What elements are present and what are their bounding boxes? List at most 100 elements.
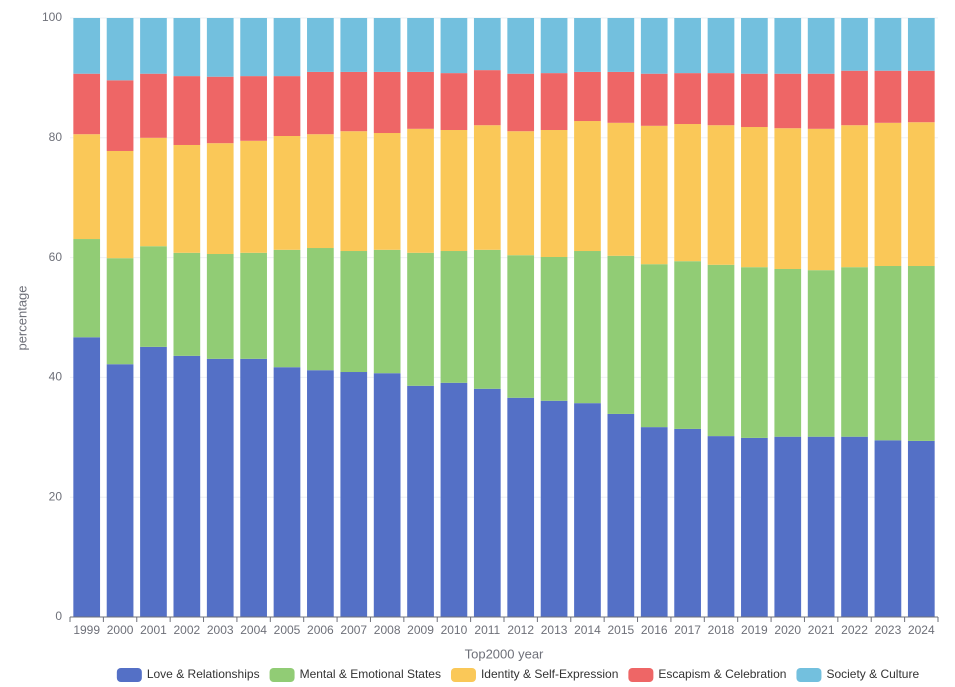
bar-segment [106, 80, 134, 151]
bar-segment [73, 337, 101, 617]
bar-segment [574, 18, 601, 72]
bar-segment [140, 346, 167, 617]
bar-segment [741, 437, 768, 617]
y-tick-label: 40 [49, 370, 63, 384]
bar-segment [307, 71, 334, 135]
bar-segment [640, 264, 668, 428]
bar-segment [607, 122, 635, 256]
bar-segment [340, 71, 368, 132]
bar-segment [407, 128, 434, 253]
legend-label: Society & Culture [826, 667, 919, 681]
bar-segment [774, 18, 802, 74]
bar-segment [807, 73, 835, 129]
bar-segment [741, 267, 768, 438]
y-tick-label: 100 [42, 10, 62, 24]
bar-segment [907, 18, 935, 71]
legend-label: Mental & Emotional States [300, 667, 441, 681]
x-tick-label: 2020 [774, 623, 801, 637]
x-tick-label: 2006 [307, 623, 334, 637]
bar-segment [507, 255, 535, 398]
bar-segment [674, 73, 701, 125]
bar-segment [106, 150, 134, 259]
bar-segment [273, 249, 301, 368]
x-tick-label: 2002 [173, 623, 200, 637]
bar-segment [707, 125, 735, 265]
x-tick-label: 2021 [808, 623, 835, 637]
bar-segment [440, 18, 468, 74]
bar-segment [841, 267, 868, 437]
bar-segment [73, 18, 101, 74]
bar-segment [507, 73, 535, 132]
bar-segment [240, 18, 267, 77]
bar-segment [707, 18, 735, 74]
bar-segment [841, 125, 868, 268]
bar-segment [473, 249, 501, 389]
bar-segment [774, 268, 802, 437]
bar-segment [841, 70, 868, 126]
bar-segment [707, 436, 735, 617]
legend-swatch [116, 668, 142, 682]
bar-segment [841, 18, 868, 71]
bar-segment [173, 18, 201, 77]
legend-swatch [628, 668, 654, 682]
bar-segment [173, 252, 201, 356]
bar-segment [307, 134, 334, 249]
bar-segment [540, 130, 568, 258]
bar-segment [807, 436, 835, 617]
bar-segment [540, 18, 568, 74]
x-tick-label: 1999 [73, 623, 100, 637]
bar-segment [106, 364, 134, 617]
x-tick-label: 2012 [507, 623, 534, 637]
bar-segment [106, 258, 134, 365]
bar-segment [206, 358, 234, 617]
bar-segment [473, 125, 501, 250]
bar-segment [373, 18, 401, 72]
x-tick-label: 2011 [474, 623, 500, 637]
bar-segment [73, 239, 101, 338]
bar-segment [206, 18, 234, 77]
bar-segment [206, 254, 234, 359]
bar-segment [473, 388, 501, 617]
bar-segment [140, 73, 167, 138]
x-tick-label: 2009 [407, 623, 434, 637]
bar-segment [73, 134, 101, 240]
bar-segment [774, 73, 802, 129]
bar-segment [173, 76, 201, 145]
x-tick-label: 2019 [741, 623, 768, 637]
x-tick-label: 2023 [875, 623, 902, 637]
x-tick-label: 2010 [441, 623, 468, 637]
bar-segment [607, 18, 635, 72]
bar-segment [707, 73, 735, 126]
bar-segment [907, 265, 935, 441]
bar-segment [807, 128, 835, 271]
bar-segment [140, 18, 167, 74]
bar-segment [373, 249, 401, 374]
x-tick-label: 2014 [574, 623, 601, 637]
x-tick-label: 2016 [641, 623, 668, 637]
bar-segment [373, 133, 401, 250]
bar-segment [340, 18, 368, 72]
bar-segment [473, 18, 501, 71]
bar-segment [140, 246, 167, 347]
x-tick-label: 2007 [340, 623, 367, 637]
bar-segment [841, 436, 868, 617]
bar-segment [607, 413, 635, 617]
bar-segment [440, 73, 468, 131]
bar-segment [874, 18, 902, 71]
x-tick-label: 2018 [708, 623, 735, 637]
bar-segment [807, 18, 835, 74]
x-tick-label: 2004 [240, 623, 267, 637]
legend-label: Escapism & Celebration [658, 667, 786, 681]
bar-segment [607, 255, 635, 414]
x-tick-label: 2000 [107, 623, 134, 637]
bar-segment [206, 76, 234, 144]
x-tick-label: 2001 [140, 623, 167, 637]
bar-segment [707, 264, 735, 437]
y-tick-label: 20 [49, 489, 63, 503]
bar-segment [741, 127, 768, 268]
bar-segment [340, 372, 368, 617]
bar-segment [273, 367, 301, 617]
bar-segment [874, 440, 902, 617]
bar-segment [407, 252, 434, 386]
